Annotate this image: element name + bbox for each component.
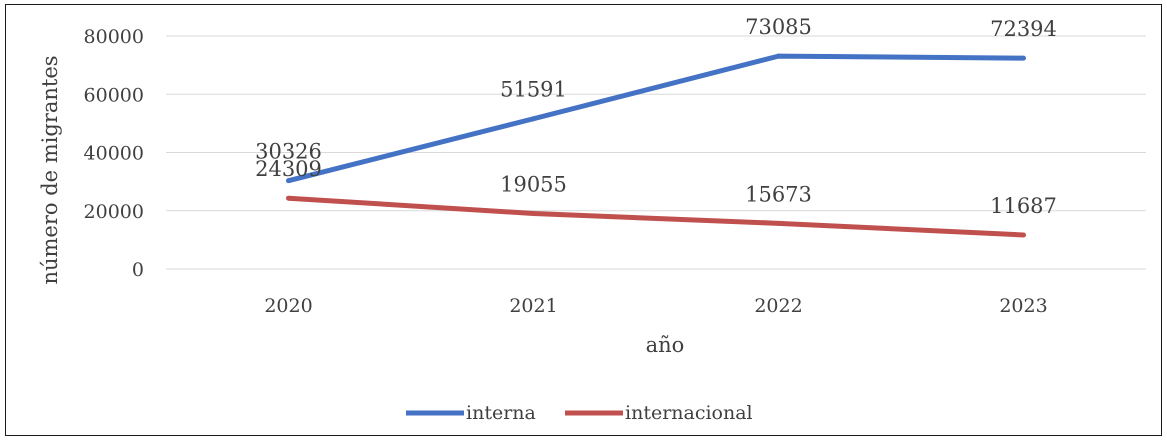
x-tick-label-2023: 2023	[999, 295, 1047, 317]
data-label-internacional-2020: 24309	[255, 157, 322, 181]
legend-label-internacional: internacional	[625, 402, 753, 424]
y-tick-label-20000: 20000	[84, 201, 144, 223]
series-line-internacional	[288, 195, 1024, 238]
y-tick-label-40000: 40000	[84, 143, 144, 165]
data-point-interna-2021	[531, 116, 536, 122]
data-label-interna-2022: 73085	[745, 15, 812, 39]
x-tick-label-2021: 2021	[509, 295, 557, 317]
data-label-internacional-2022: 15673	[745, 182, 812, 206]
data-point-internacional-2022	[776, 220, 781, 226]
x-tick-label-2020: 2020	[264, 295, 312, 317]
gridlines	[166, 35, 1146, 270]
data-labels: 30326 51591 73085 72394 24309 19055 15673 11687	[255, 15, 1057, 218]
chart-frame: 0 20000 40000 60000 80000 2020 2021 2022 2023 3…	[5, 4, 1162, 436]
data-label-internacional-2021: 19055	[500, 173, 567, 197]
series-lines	[286, 53, 1026, 238]
line-chart: 0 20000 40000 60000 80000 2020 2021 2022 2023 3…	[38, 15, 1146, 424]
y-tick-label-60000: 60000	[84, 84, 144, 106]
series-line-interna	[287, 53, 1024, 184]
y-axis-title: número de migrantes	[38, 55, 62, 284]
data-point-internacional-2023	[1021, 232, 1026, 238]
x-tick-label-2022: 2022	[754, 295, 802, 317]
data-point-interna-2022	[776, 53, 781, 59]
y-tick-label-0: 0	[132, 259, 144, 281]
data-point-interna-2023	[1021, 55, 1026, 61]
data-point-interna-2020	[286, 178, 291, 184]
y-tick-label-80000: 80000	[84, 26, 144, 48]
x-axis-title: año	[646, 333, 685, 357]
data-label-internacional-2023: 11687	[990, 194, 1057, 218]
data-label-interna-2023: 72394	[990, 17, 1057, 41]
y-axis-ticks: 0 20000 40000 60000 80000	[84, 26, 144, 281]
data-point-internacional-2021	[531, 211, 536, 217]
data-label-interna-2021: 51591	[500, 78, 567, 102]
data-point-internacional-2020	[286, 195, 291, 201]
data-label-interna-2020: 30326	[255, 140, 322, 164]
x-axis-ticks: 2020 2021 2022 2023	[264, 295, 1047, 317]
legend-label-interna: interna	[466, 402, 536, 424]
legend: interna internacional	[406, 402, 753, 424]
